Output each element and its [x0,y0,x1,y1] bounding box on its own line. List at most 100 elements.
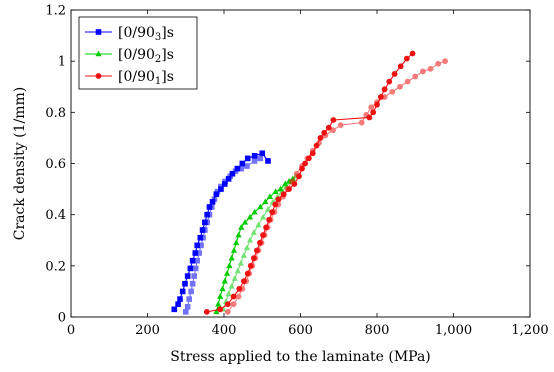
square-marker [251,153,258,159]
triangle-marker [250,229,257,235]
square-marker [206,211,213,218]
triangle-marker [246,236,254,243]
circle-marker [293,170,300,177]
circle-marker [249,262,256,269]
square-marker [192,265,199,272]
triangle-marker [235,231,242,238]
legend-entry: [0/902]s [85,47,174,65]
triangle-marker [226,262,233,269]
square-marker [182,280,188,287]
square-marker [202,227,208,233]
circle-marker [284,186,291,192]
square-marker [204,219,210,226]
y-tick-label: 1.2 [45,4,66,19]
circle-marker [403,55,410,62]
square-marker [227,173,233,180]
x-tick-label: 800 [365,323,390,338]
triangle-marker [238,224,245,230]
circle-marker [230,301,237,308]
circle-marker [224,301,231,308]
circle-marker [264,224,271,231]
triangle-marker [234,267,241,274]
circle-marker [391,71,398,77]
square-marker [192,250,199,256]
plot-layer [171,50,448,315]
x-tick-label: 1,000 [435,323,472,338]
circle-marker [397,83,403,90]
square-marker [259,150,266,157]
circle-marker [315,140,322,146]
x-tick-label: 200 [135,323,160,338]
square-marker [194,242,201,249]
square-marker [208,204,215,210]
legend-triangle-marker [95,50,102,57]
circle-marker [330,127,336,134]
triangle-marker [240,252,247,258]
triangle-marker [257,203,264,210]
legend-label: [0/901]s [118,69,174,87]
circle-marker [317,135,324,141]
y-tick-label: 0.2 [45,259,66,274]
square-marker [257,155,264,162]
circle-marker [412,73,419,80]
circle-marker [404,78,411,85]
triangle-marker [223,270,231,276]
triangle-marker [225,290,232,297]
triangle-marker [259,213,267,220]
circle-marker [261,232,268,239]
square-marker [198,242,204,249]
square-marker [171,306,178,313]
triangle-marker [237,259,244,266]
square-marker [177,296,183,302]
triangle-marker [228,254,235,261]
square-marker [265,158,271,164]
legend-label: [0/902]s [118,47,174,65]
square-marker [244,155,251,162]
legend: [0/903]s [0/902]s [0/901]s [78,16,198,90]
square-marker [186,296,192,302]
circle-marker [397,63,404,70]
square-marker [196,250,202,256]
circle-marker [255,247,262,254]
triangle-marker [264,206,272,212]
triangle-marker [246,213,254,220]
series-curve [213,175,296,315]
y-axis-label: Crack density (1/mm) [12,87,28,241]
y-tick-label: 0.4 [45,208,66,223]
circle-marker [299,163,305,169]
square-marker [232,168,239,174]
circle-marker [386,78,393,85]
circle-marker [275,196,282,203]
circle-marker [271,209,278,216]
triangle-marker [219,285,226,292]
circle-marker [246,270,253,277]
circle-marker [243,278,250,285]
triangle-marker [255,221,262,228]
triangle-marker [272,188,279,194]
circle-marker [442,58,448,65]
legend-entry: [0/903]s [85,25,174,43]
square-marker [175,301,181,308]
circle-marker [330,117,337,123]
triangle-marker [231,275,238,281]
square-marker [251,158,258,164]
circle-marker [363,111,370,118]
square-marker [191,273,197,279]
y-tick-label: 0.6 [45,157,66,172]
circle-marker [224,308,231,315]
circle-marker [309,147,316,154]
x-axis-label: Stress applied to the laminate (MPa) [170,349,431,365]
circle-marker [258,239,265,246]
series-curve [171,150,271,313]
series-curve [224,58,448,315]
y-tick-label: 0 [58,311,66,326]
y-tick-label: 1 [58,55,66,70]
circle-marker [325,124,332,131]
circle-marker [370,109,377,116]
circle-marker [358,119,365,126]
axis-ticks: 0 200 400 600 800 1,000 1,200 0 0.2 0.4 0.6 0.8 1 1.2 [45,4,548,339]
square-marker [211,196,218,203]
x-tick-label: 600 [288,323,313,338]
legend-label: [0/903]s [118,25,174,43]
